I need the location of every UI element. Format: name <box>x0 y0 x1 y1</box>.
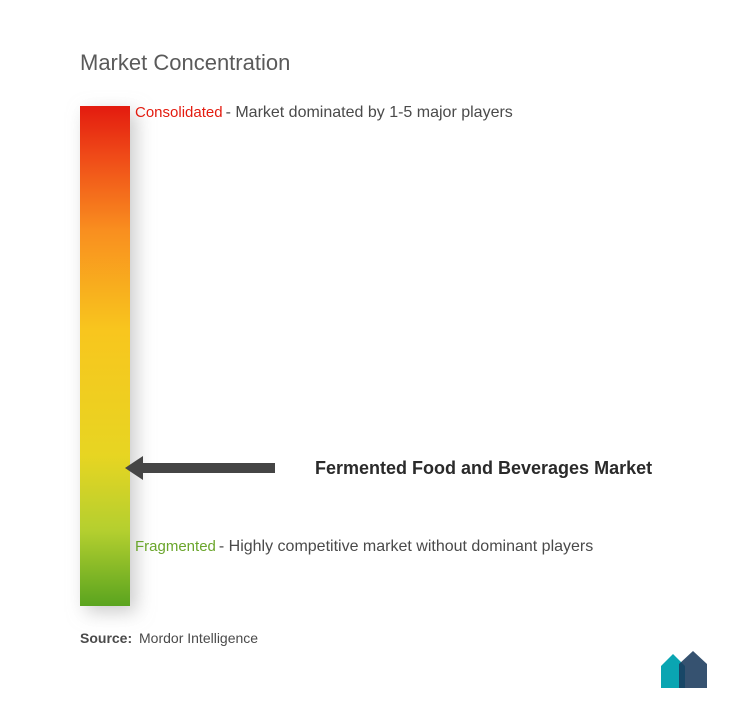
marker-label: Fermented Food and Beverages Market <box>315 458 652 479</box>
market-marker-row: Fermented Food and Beverages Market <box>125 456 652 480</box>
source-attribution: Source: Mordor Intelligence <box>80 630 258 646</box>
arrow-head <box>125 456 143 480</box>
fragmented-description: - Highly competitive market without domi… <box>219 536 593 558</box>
arrow-icon <box>125 456 275 480</box>
concentration-gradient-bar <box>80 106 130 606</box>
source-value: Mordor Intelligence <box>139 630 258 646</box>
source-label: Source: <box>80 630 132 646</box>
arrow-shaft <box>143 463 275 473</box>
logo-bar-2 <box>679 651 707 688</box>
fragmented-term: Fragmented <box>135 536 216 557</box>
consolidated-label-row: Consolidated - Market dominated by 1-5 m… <box>135 102 513 124</box>
mi-logo-icon <box>659 650 714 695</box>
consolidated-term: Consolidated <box>135 102 223 123</box>
chart-area: Consolidated - Market dominated by 1-5 m… <box>80 106 679 606</box>
consolidated-description: - Market dominated by 1-5 major players <box>226 102 513 124</box>
chart-title: Market Concentration <box>80 50 679 76</box>
chart-container: Market Concentration Consolidated - Mark… <box>0 0 739 720</box>
gradient-fill <box>80 106 130 606</box>
fragmented-label-row: Fragmented - Highly competitive market w… <box>135 536 593 558</box>
